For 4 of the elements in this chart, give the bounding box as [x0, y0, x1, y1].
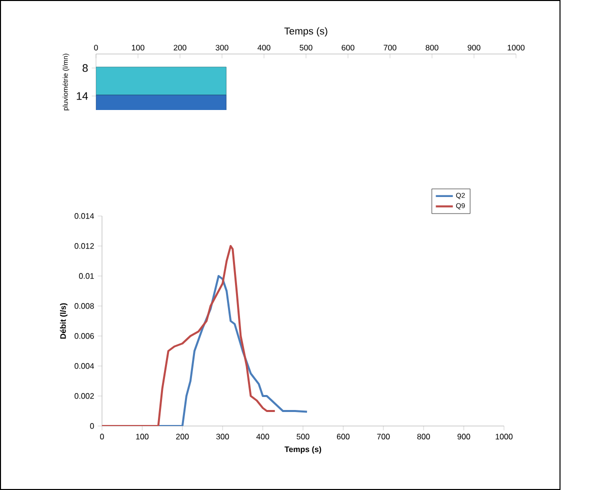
x-axis-title: Temps (s): [284, 27, 328, 37]
y-tick-label: 14: [76, 92, 88, 100]
line-series: [102, 245, 276, 426]
y-tick-label: 8: [82, 64, 88, 72]
